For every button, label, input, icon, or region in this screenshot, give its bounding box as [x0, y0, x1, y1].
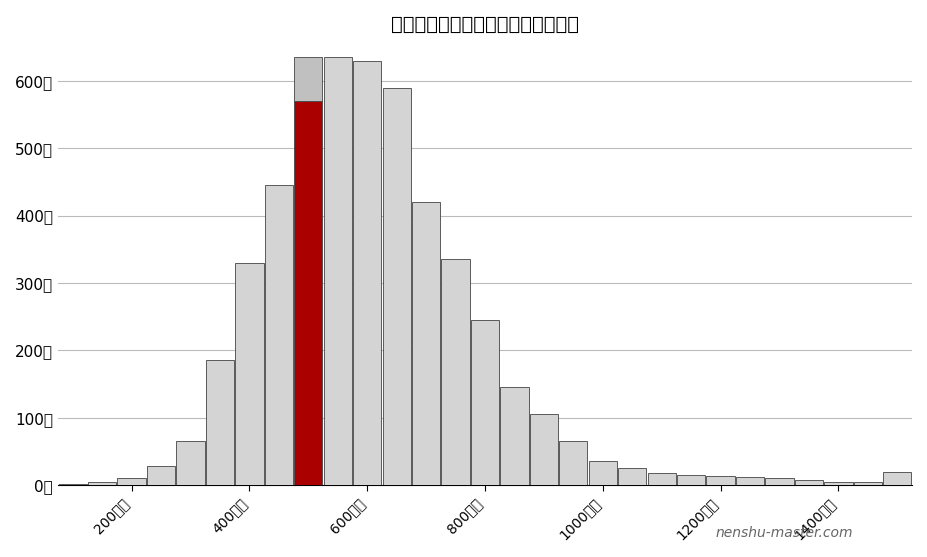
Bar: [88, 482, 116, 485]
Bar: [794, 480, 823, 485]
Bar: [529, 414, 558, 485]
Bar: [471, 320, 499, 485]
Bar: [706, 476, 735, 485]
Bar: [854, 482, 882, 485]
Bar: [324, 57, 352, 485]
Bar: [677, 475, 705, 485]
Bar: [589, 461, 617, 485]
Bar: [294, 101, 323, 485]
Bar: [146, 466, 175, 485]
Bar: [235, 263, 263, 485]
Bar: [766, 478, 794, 485]
Title: リファインバースの年収ポジション: リファインバースの年収ポジション: [391, 15, 579, 34]
Bar: [176, 441, 205, 485]
Bar: [383, 87, 411, 485]
Bar: [883, 472, 911, 485]
Bar: [618, 468, 646, 485]
Bar: [501, 387, 528, 485]
Bar: [206, 360, 235, 485]
Bar: [559, 441, 588, 485]
Bar: [58, 483, 87, 485]
Bar: [648, 473, 676, 485]
Text: nenshu-master.com: nenshu-master.com: [716, 526, 853, 540]
Bar: [118, 478, 146, 485]
Bar: [441, 260, 470, 485]
Bar: [824, 482, 853, 485]
Bar: [736, 477, 764, 485]
Bar: [294, 57, 323, 101]
Bar: [353, 61, 381, 485]
Bar: [412, 202, 440, 485]
Bar: [265, 185, 293, 485]
